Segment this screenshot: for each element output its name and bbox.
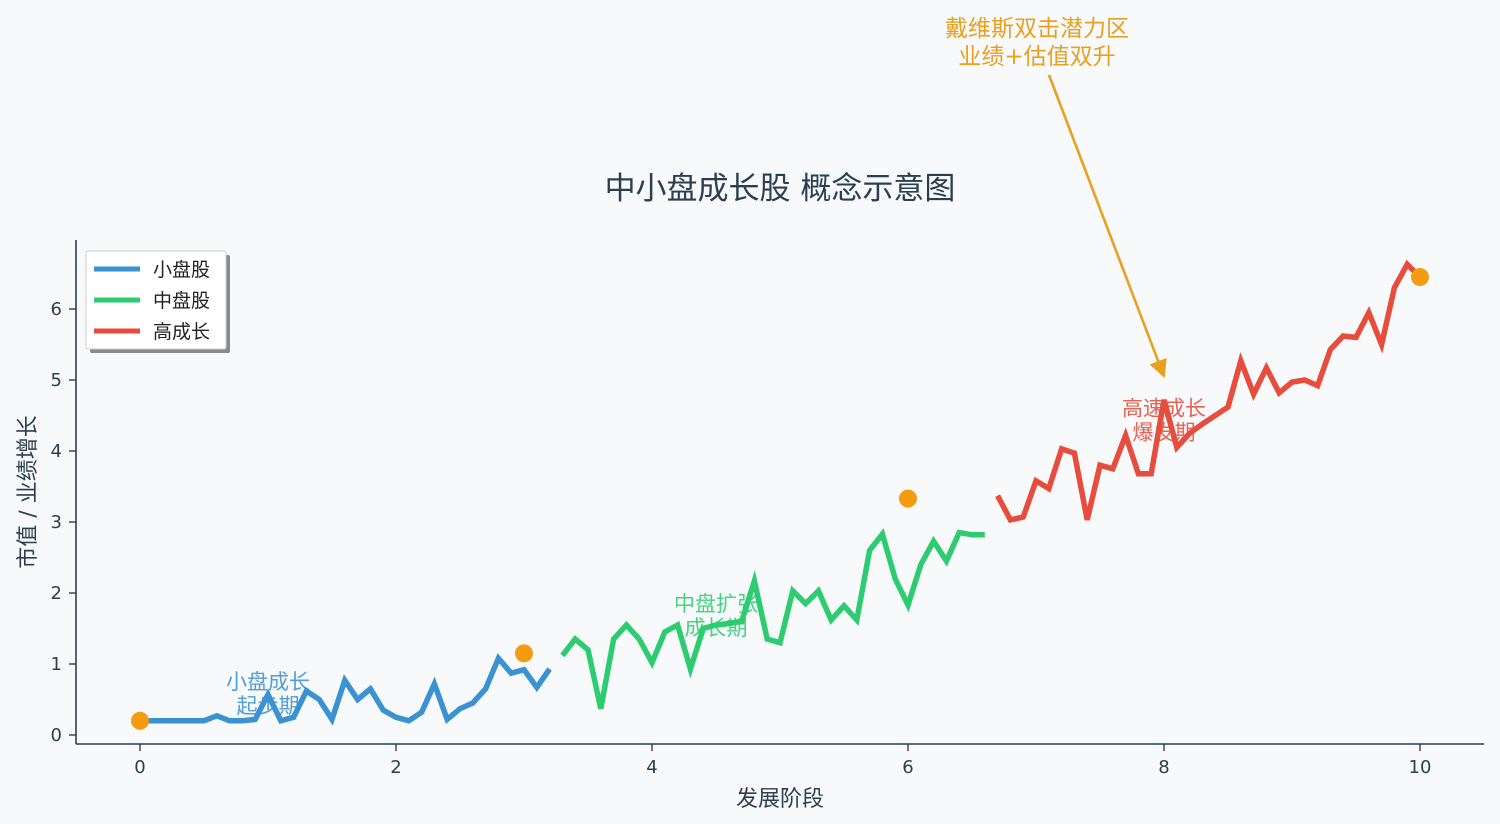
x-axis-label: 发展阶段 (736, 787, 824, 812)
annotation-line-2: 业绩+估值双升 (958, 44, 1115, 70)
marker-group (131, 268, 1429, 730)
milestone-marker (131, 711, 149, 730)
legend: 小盘股 中盘股 高成长 (85, 250, 230, 353)
y-tick-label: 5 (51, 370, 62, 391)
y-tick-label: 4 (51, 441, 62, 462)
y-tick-label: 6 (51, 299, 62, 320)
legend-label-small-cap: 小盘股 (153, 259, 210, 281)
milestone-marker (515, 644, 533, 663)
y-tick-label: 2 (51, 583, 62, 604)
x-tick-label: 8 (1158, 757, 1169, 778)
legend-box (85, 250, 227, 350)
milestone-marker (1411, 268, 1429, 287)
annotation-arrow (1047, 74, 1167, 379)
chart-title: 中小盘成长股 概念示意图 (605, 171, 956, 207)
y-tick-label: 3 (51, 512, 62, 533)
legend-label-high-growth: 高成长 (153, 321, 210, 343)
x-tick-label: 6 (902, 757, 913, 778)
annotation-line-1: 戴维斯双击潜力区 (945, 16, 1129, 42)
series-line-1 (560, 528, 985, 710)
series-line-2 (995, 259, 1422, 524)
stage-label-line: 爆发期 (1133, 421, 1196, 445)
davis-double-annotation: 戴维斯双击潜力区 业绩+估值双升 (945, 16, 1167, 379)
stage-label-line: 高速成长 (1122, 397, 1206, 421)
stage-label-line: 小盘成长 (226, 670, 310, 694)
milestone-marker (899, 489, 917, 508)
stage-label-line: 起步期 (237, 694, 300, 718)
y-tick-label: 0 (51, 725, 62, 746)
stage-label-line: 成长期 (685, 616, 748, 640)
x-tick-label: 2 (390, 757, 401, 778)
x-tick-label: 4 (646, 757, 657, 778)
x-ticks: 0 2 4 6 8 10 (134, 744, 1431, 778)
y-tick-label: 1 (51, 654, 62, 675)
legend-label-mid-cap: 中盘股 (153, 290, 210, 312)
axes (75, 240, 1484, 745)
series-line-0 (140, 653, 552, 726)
x-tick-label: 0 (134, 757, 145, 778)
series-group (140, 259, 1422, 726)
stage-label-line: 中盘扩张 (674, 592, 758, 616)
y-axis-label: 市值 / 业绩增长 (16, 415, 41, 568)
x-tick-label: 10 (1409, 757, 1432, 778)
y-ticks: 0 1 2 3 4 5 6 (51, 299, 76, 746)
